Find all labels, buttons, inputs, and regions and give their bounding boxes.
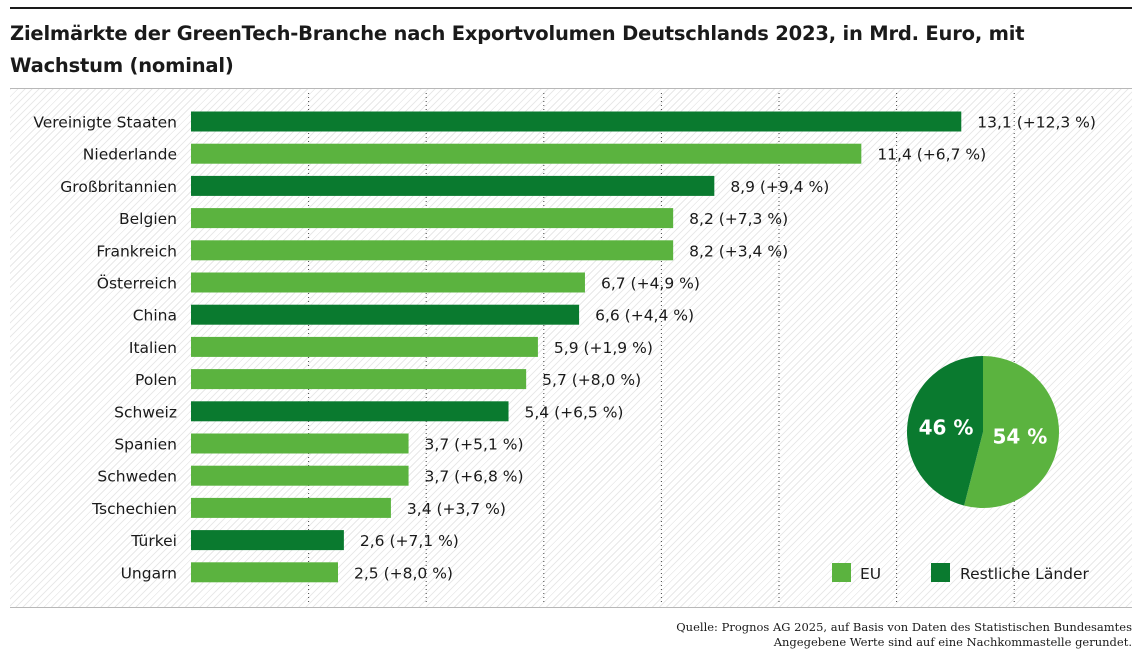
value-label: 3,7 (+6,8 %) <box>425 468 524 486</box>
value-label: 3,7 (+5,1 %) <box>425 436 524 454</box>
legend-label: EU <box>860 565 881 583</box>
category-label: China <box>133 307 177 325</box>
category-label: Ungarn <box>121 564 177 582</box>
value-label: 6,6 (+4,4 %) <box>595 307 694 325</box>
category-label: Österreich <box>97 274 177 293</box>
category-label: Tschechien <box>91 500 177 518</box>
chart-panel: Vereinigte Staaten 13,1 (+12,3 %) Niederla… <box>10 88 1132 608</box>
legend-swatch <box>931 563 950 582</box>
value-label: 8,2 (+7,3 %) <box>689 210 788 228</box>
chart-svg: Vereinigte Staaten 13,1 (+12,3 %) Niederla… <box>33 93 1096 603</box>
top-rule <box>10 7 1132 9</box>
bar <box>191 336 538 357</box>
value-label: 5,9 (+1,9 %) <box>554 339 653 357</box>
bar <box>191 530 344 551</box>
source-line-2: Angegebene Werte sind auf eine Nachkomma… <box>773 635 1132 649</box>
value-label: 5,7 (+8,0 %) <box>542 371 641 389</box>
source-line-1: Quelle: Prognos AG 2025, auf Basis von D… <box>676 620 1132 634</box>
bar <box>191 401 509 422</box>
bar <box>191 111 962 132</box>
bar <box>191 240 674 261</box>
category-label: Vereinigte Staaten <box>33 114 177 132</box>
category-label: Spanien <box>114 436 177 454</box>
legend-label: Restliche Länder <box>960 565 1090 583</box>
value-label: 11,4 (+6,7 %) <box>877 146 986 164</box>
bar <box>191 465 409 486</box>
value-label: 2,5 (+8,0 %) <box>354 564 453 582</box>
bar <box>191 272 585 293</box>
bar <box>191 208 674 229</box>
bar <box>191 143 862 164</box>
source-note: Quelle: Prognos AG 2025, auf Basis von D… <box>432 620 1132 650</box>
value-label: 3,4 (+3,7 %) <box>407 500 506 518</box>
category-label: Großbritannien <box>60 178 177 196</box>
category-label: Schweiz <box>114 403 177 421</box>
category-label: Polen <box>135 371 177 389</box>
pie-label: 54 % <box>993 425 1048 449</box>
bar <box>191 497 391 518</box>
value-label: 2,6 (+7,1 %) <box>360 532 459 550</box>
pie-label: 46 % <box>919 415 974 439</box>
value-label: 8,2 (+3,4 %) <box>689 242 788 260</box>
category-label: Niederlande <box>83 146 177 164</box>
value-label: 6,7 (+4,9 %) <box>601 275 700 293</box>
category-label: Frankreich <box>96 242 177 260</box>
category-label: Türkei <box>130 532 177 550</box>
bar <box>191 304 580 325</box>
bar <box>191 175 715 196</box>
category-label: Italien <box>129 339 177 357</box>
value-label: 8,9 (+9,4 %) <box>730 178 829 196</box>
legend-swatch <box>832 563 851 582</box>
category-label: Schweden <box>97 468 177 486</box>
pie-slice <box>964 356 1059 508</box>
bar <box>191 433 409 454</box>
value-label: 5,4 (+6,5 %) <box>525 403 624 421</box>
value-label: 13,1 (+12,3 %) <box>977 114 1096 132</box>
title-line-1: Zielmärkte der GreenTech-Branche nach Ex… <box>10 22 1025 77</box>
bar <box>191 369 527 390</box>
pie-slice <box>906 356 983 506</box>
bar <box>191 562 338 583</box>
category-label: Belgien <box>119 210 177 228</box>
